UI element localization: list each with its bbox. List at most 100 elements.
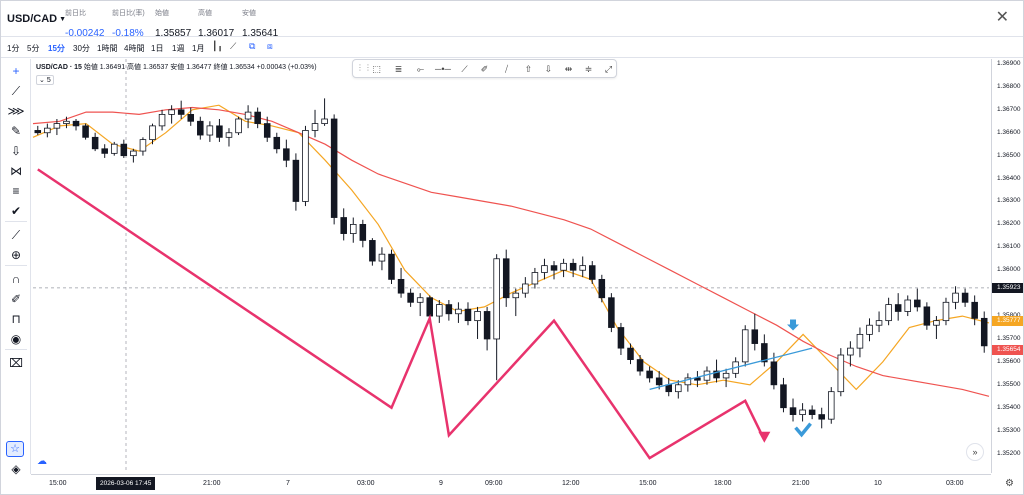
candle-body (149, 125, 156, 141)
tf-1d[interactable]: 1日 (151, 44, 164, 53)
symbol-selector[interactable]: USD/CAD ▼ (7, 13, 66, 25)
candle-body (531, 272, 539, 285)
tf-15m[interactable]: 15分 (48, 44, 65, 53)
candle-body (359, 223, 367, 241)
cloud-icon[interactable]: ☁ (37, 456, 47, 467)
drag-handle-icon[interactable]: ⋮⋮ (356, 63, 372, 72)
price-axis[interactable] (991, 59, 1023, 473)
candle-body (837, 354, 845, 393)
gear-icon[interactable]: ⚙ (1005, 478, 1014, 489)
candle-body (914, 299, 921, 308)
time-label: 18:00 (714, 480, 732, 487)
magnet-icon[interactable]: ∩ (11, 272, 21, 286)
line-icon[interactable]: ⟋ (461, 64, 468, 74)
arrow-up-icon[interactable]: ⇧ (524, 64, 533, 74)
compare-icon[interactable]: ⧉ (249, 41, 256, 51)
candle-body (311, 123, 319, 131)
candle-body (330, 118, 338, 218)
candle-body (961, 292, 969, 303)
candle-body (302, 130, 309, 202)
crosshair-icon[interactable]: + (12, 64, 20, 78)
candle-body (407, 292, 414, 303)
candle-body (875, 320, 883, 326)
arrowhead (758, 431, 771, 443)
pattern-icon[interactable]: ⋈ (10, 164, 22, 178)
price-label: 1.36600 (997, 128, 1021, 136)
arrow-icon[interactable]: ⇩ (10, 144, 22, 158)
time-axis[interactable] (31, 474, 991, 494)
price-range-icon[interactable]: ⇹ (564, 64, 573, 74)
date-range-icon[interactable]: ≑ (584, 64, 593, 74)
lock-drawing-icon[interactable]: ✐ (10, 292, 22, 306)
tf-4h[interactable]: 4時間 (124, 44, 145, 53)
price-tag: 1.35777 (992, 316, 1023, 327)
stat-change-pct: 前日比(率) -0.18% (112, 8, 145, 41)
eye-icon[interactable]: ◉ (10, 332, 22, 346)
candle-body (789, 407, 797, 415)
price-label: 1.36000 (997, 266, 1021, 274)
candle-body (598, 278, 606, 299)
candle-body (579, 265, 586, 271)
pen-icon[interactable]: ✐ (480, 64, 489, 74)
price-label: 1.36900 (997, 60, 1021, 67)
horizontal-ray-icon[interactable]: ⟜ (416, 64, 425, 74)
ruler-icon[interactable]: ⟋ (11, 228, 21, 242)
tf-1h[interactable]: 1時間 (97, 44, 118, 53)
candle-body (569, 262, 577, 271)
arrow-down-icon[interactable]: ⇩ (544, 64, 553, 74)
time-label: 15:00 (639, 480, 657, 487)
candle-style-icon[interactable]: ┃╻ (212, 41, 223, 51)
lock-icon[interactable]: ⊓ (11, 312, 21, 326)
candle-body (34, 130, 42, 134)
scroll-to-realtime-icon[interactable]: » (966, 443, 984, 461)
template-icon[interactable]: ⧈ (267, 41, 273, 51)
candle-body (254, 111, 261, 124)
check-icon[interactable]: ✔ (10, 204, 22, 218)
price-label: 1.36300 (997, 197, 1021, 205)
close-icon[interactable]: ✕ (995, 9, 1009, 26)
trendline-icon[interactable]: ⟋ (11, 84, 21, 98)
stat-value: 1.35641 (242, 28, 279, 39)
candle-body (780, 384, 787, 409)
price-label: 1.36800 (997, 82, 1021, 90)
layers-icon[interactable]: ◈ (11, 462, 21, 476)
watchlist-star-icon[interactable]: ☆ (6, 441, 24, 457)
stat-high: 高値 1.36017 (198, 8, 234, 41)
text-lines-icon[interactable]: ≣ (394, 64, 403, 74)
measure-tool-icon[interactable]: ⤢ (604, 64, 613, 74)
zigzag-annotation (37, 168, 766, 460)
candle-body (512, 292, 520, 299)
horizontal-line-icon[interactable]: ─•─ (435, 64, 451, 74)
tf-1m[interactable]: 1分 (7, 44, 20, 53)
price-tag: 1.35654 (992, 344, 1023, 355)
fib-icon[interactable]: ⋙ (7, 104, 25, 118)
candle-body (971, 301, 978, 319)
ma-long-line (32, 106, 990, 397)
ma-legend[interactable]: ⌄ 5 (36, 75, 54, 85)
time-label: 15:00 (49, 480, 67, 487)
stat-label: 前日比 (65, 10, 86, 17)
rectangle-icon[interactable]: ⬚ (372, 64, 381, 74)
divider (5, 349, 27, 350)
tf-1w[interactable]: 1週 (172, 44, 185, 53)
price-label: 1.35800 (997, 312, 1021, 319)
candle-body (216, 125, 223, 138)
extended-line-icon[interactable]: ⧸ (504, 64, 509, 74)
candle-body (856, 333, 864, 349)
candle-body (722, 372, 730, 379)
brush-icon[interactable]: ✎ (10, 124, 22, 138)
zoom-icon[interactable]: ⊕ (10, 248, 22, 262)
stat-value: -0.18% (112, 28, 144, 39)
price-label: 1.36500 (997, 151, 1021, 159)
measure-icon[interactable]: ≡ (12, 184, 20, 198)
tf-1mo[interactable]: 1月 (192, 44, 205, 53)
trash-icon[interactable]: ⌧ (9, 356, 23, 370)
tf-30m[interactable]: 30分 (73, 44, 90, 53)
symbol-label: USD/CAD (7, 13, 58, 25)
candle-body (416, 297, 424, 303)
tf-5m[interactable]: 5分 (27, 44, 40, 53)
price-label: 1.36200 (997, 220, 1021, 228)
indicator-icon[interactable]: ⟋ (230, 41, 237, 51)
